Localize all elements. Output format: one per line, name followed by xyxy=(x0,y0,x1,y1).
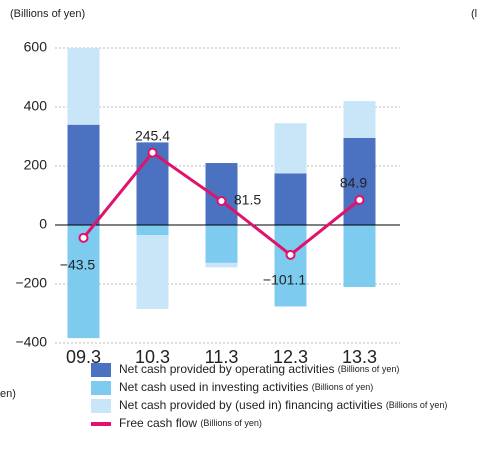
legend-unit: (Billions of yen) xyxy=(312,382,374,392)
point xyxy=(78,232,89,243)
y-tick-label: −400 xyxy=(15,334,47,350)
bar xyxy=(136,225,169,236)
x-tick-label: 11.3 xyxy=(205,347,239,367)
x-tick-label: 09.3 xyxy=(66,347,101,367)
bar xyxy=(343,137,376,225)
x-tick-label: 12.3 xyxy=(273,347,308,367)
legend-label: Free cash flow (Billions of yen) xyxy=(119,416,262,430)
point xyxy=(354,194,365,205)
bar xyxy=(205,262,238,268)
point xyxy=(285,249,296,260)
fragment: en) xyxy=(0,388,16,400)
bar xyxy=(67,48,100,125)
legend-swatch xyxy=(91,381,111,395)
y-tick-label: 200 xyxy=(24,157,48,173)
axis-unit: (Billions of yen) xyxy=(10,8,85,20)
legend-name: Net cash used in investing activities xyxy=(119,380,308,394)
legend-label: Net cash provided by (used in) financing… xyxy=(119,398,447,412)
y-tick-label: −200 xyxy=(15,275,47,291)
data-label: 81.5 xyxy=(234,192,261,208)
bar xyxy=(205,225,238,263)
bar xyxy=(274,225,307,307)
legend-name: Free cash flow xyxy=(119,416,197,430)
bar xyxy=(274,123,307,174)
y-tick-label: 0 xyxy=(39,216,47,232)
legend-swatch xyxy=(91,422,111,426)
bar xyxy=(67,225,100,339)
bar xyxy=(343,101,376,138)
legend-unit: (Billions of yen) xyxy=(386,400,448,410)
data-label: 245.4 xyxy=(135,127,170,143)
bar xyxy=(136,235,169,309)
point xyxy=(216,195,227,206)
bar xyxy=(67,124,100,225)
legend-label: Net cash used in investing activities (B… xyxy=(119,380,373,394)
x-tick-label: 10.3 xyxy=(135,347,170,367)
bar xyxy=(274,173,307,225)
legend-swatch xyxy=(91,399,111,413)
fragment: (l xyxy=(471,8,477,20)
bar xyxy=(343,225,376,287)
point xyxy=(147,147,158,158)
legend-name: Net cash provided by (used in) financing… xyxy=(119,398,382,412)
data-label: −43.5 xyxy=(60,257,96,273)
legend-label: Net cash provided by operating activitie… xyxy=(119,362,399,376)
x-tick-label: 13.3 xyxy=(342,347,377,367)
y-tick-label: 400 xyxy=(24,98,48,114)
legend-unit: (Billions of yen) xyxy=(338,364,400,374)
legend-name: Net cash provided by operating activitie… xyxy=(119,362,334,376)
data-label: 84.9 xyxy=(340,175,367,191)
legend-swatch xyxy=(91,363,111,377)
data-label: −101.1 xyxy=(263,272,306,288)
legend-unit: (Billions of yen) xyxy=(200,418,262,428)
y-tick-label: 600 xyxy=(24,39,48,55)
